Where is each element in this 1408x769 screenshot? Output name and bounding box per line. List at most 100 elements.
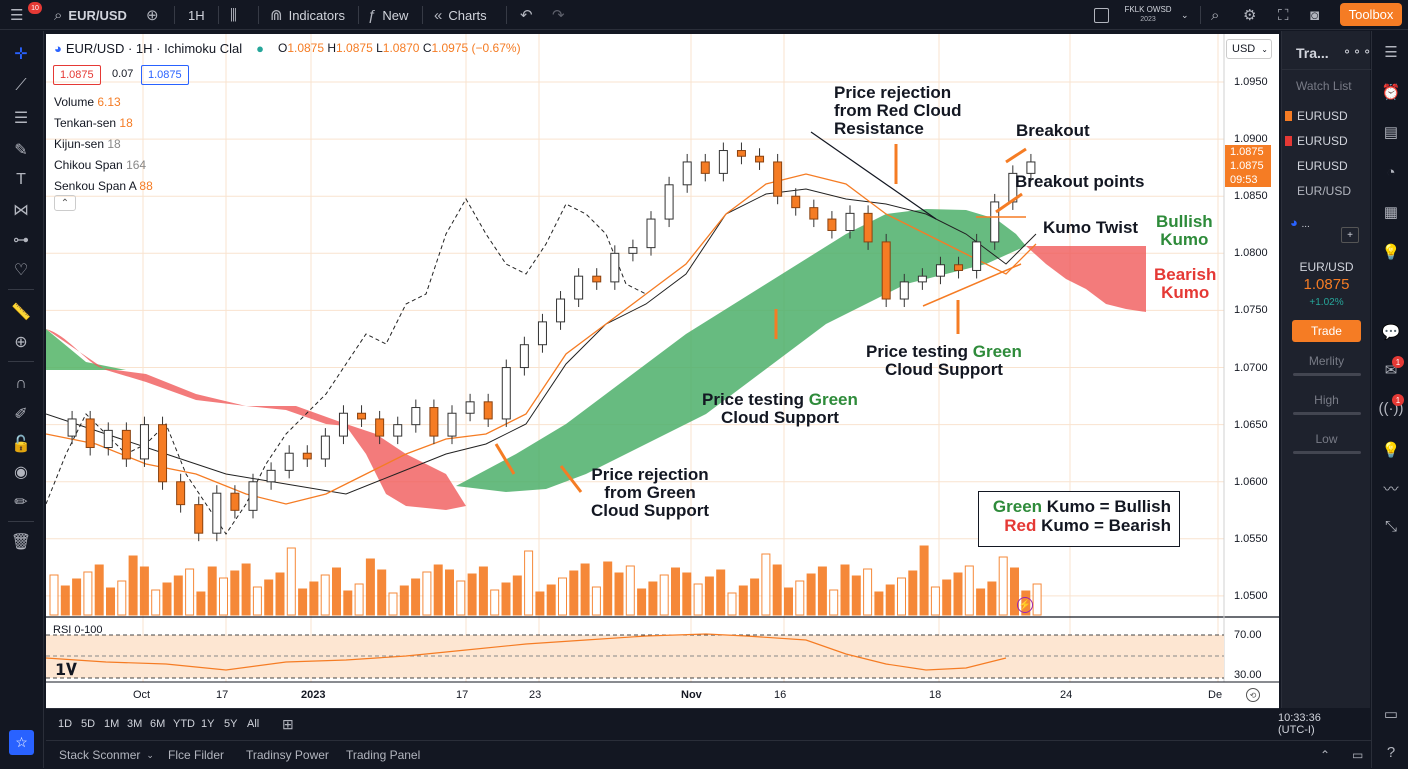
indicator-row[interactable]: Tenkan-sen 18 bbox=[54, 116, 133, 130]
trade-button[interactable]: Trade bbox=[1292, 320, 1361, 342]
zoom-icon[interactable]: ⊕ bbox=[14, 334, 28, 351]
buy-price-box[interactable]: 1.0875 bbox=[141, 65, 189, 85]
range-button-1m[interactable]: 1M bbox=[104, 718, 120, 730]
expand-icon[interactable]: ⤡ bbox=[1384, 517, 1397, 535]
merlity-slider[interactable] bbox=[1293, 373, 1361, 376]
pattern-icon[interactable]: ⋈ bbox=[13, 202, 29, 219]
rsi-label[interactable]: RSI 0-100 bbox=[53, 624, 103, 636]
panel-tab[interactable]: Tradinsy Power bbox=[246, 748, 329, 762]
camera-icon[interactable]: ◙ bbox=[1310, 6, 1320, 24]
more-icon[interactable]: ⚬⚬⚬ bbox=[1342, 45, 1373, 59]
heart-icon[interactable]: ♡ bbox=[13, 262, 29, 279]
briefcase-icon[interactable]: ▭ bbox=[1383, 706, 1399, 723]
pencil-lock-icon[interactable]: ✐ bbox=[14, 406, 28, 423]
sell-price-box[interactable]: 1.0875 bbox=[53, 65, 101, 85]
layout-name[interactable]: FKLK OWSD 2023 bbox=[1120, 5, 1176, 25]
alarm-clock-icon[interactable]: ⏰ bbox=[1381, 84, 1401, 101]
ruler-icon[interactable]: 📏 bbox=[11, 304, 31, 321]
rsi-lower-label: 30.00 bbox=[1234, 669, 1262, 681]
symbol-search[interactable]: ⌕ EUR/USD bbox=[54, 0, 127, 30]
calendar-icon[interactable]: ▦ bbox=[1383, 204, 1399, 221]
range-button-all[interactable]: All bbox=[247, 718, 260, 730]
range-button-ytd[interactable]: YTD bbox=[173, 718, 195, 730]
candle bbox=[628, 247, 638, 254]
low-slider[interactable] bbox=[1293, 451, 1361, 454]
layout-checkbox-icon[interactable] bbox=[1094, 0, 1109, 30]
forecast-icon[interactable]: ⊶ bbox=[13, 232, 29, 249]
news-icon[interactable]: ▤ bbox=[1383, 124, 1399, 141]
reset-scale-icon[interactable]: ⟲ bbox=[1246, 688, 1260, 702]
brush-icon[interactable]: ✎ bbox=[14, 142, 28, 159]
add-symbol-button[interactable]: ⊕ bbox=[146, 0, 159, 30]
lightning-icon[interactable]: ⚡ bbox=[1017, 597, 1033, 613]
range-button-5y[interactable]: 5Y bbox=[224, 718, 238, 730]
maximize-panel-icon[interactable]: ▭ bbox=[1352, 748, 1364, 762]
quick-search-icon[interactable]: ⌕ bbox=[1211, 6, 1220, 24]
charts-button[interactable]: « Charts bbox=[434, 0, 487, 30]
candle bbox=[899, 281, 909, 300]
crosshair-icon[interactable]: ✛ bbox=[14, 46, 28, 63]
watchlist-item[interactable]: EUR/USD bbox=[1297, 184, 1352, 198]
indicator-row[interactable]: Senkou Span A 88 bbox=[54, 179, 153, 193]
clock-readout[interactable]: 10:33:36 (UTC-I) bbox=[1278, 712, 1321, 736]
currency-select[interactable]: USD ⌄ bbox=[1226, 39, 1272, 59]
indicator-row[interactable]: Chikou Span 164 bbox=[54, 158, 147, 172]
chart-type-button[interactable]: ⫼ bbox=[230, 0, 237, 30]
candle bbox=[375, 418, 385, 437]
range-button-3m[interactable]: 3M bbox=[127, 718, 143, 730]
volume-bar bbox=[83, 571, 93, 616]
volume-bar bbox=[942, 579, 952, 616]
price-label: 1.0700 bbox=[1234, 361, 1268, 374]
add-to-list-button[interactable]: + bbox=[1341, 227, 1359, 243]
watchlist-item[interactable]: EURUSD bbox=[1282, 104, 1369, 128]
watchlist-icon[interactable]: ☰ bbox=[1384, 44, 1398, 61]
fib-icon[interactable]: ☰ bbox=[13, 110, 29, 127]
annotation-breakout: Breakout bbox=[1016, 121, 1090, 140]
panel-tab[interactable]: Flce Filder bbox=[168, 748, 225, 762]
volume-bar bbox=[501, 582, 511, 616]
high-slider[interactable] bbox=[1293, 412, 1361, 415]
panel-tab[interactable]: Trading Panel bbox=[346, 748, 421, 762]
star-icon[interactable]: ☆ bbox=[9, 730, 34, 755]
edit-icon[interactable]: ✏ bbox=[14, 494, 28, 511]
collapse-legend-button[interactable]: ⌃ bbox=[54, 195, 76, 211]
toolbox-button[interactable]: Toolbox bbox=[1340, 3, 1402, 26]
interval-button[interactable]: 1H bbox=[188, 0, 205, 30]
undo-button[interactable]: ↶ bbox=[520, 0, 533, 30]
help-icon[interactable]: ? bbox=[1386, 743, 1396, 761]
lightbulb-icon[interactable]: 💡 bbox=[1381, 244, 1401, 261]
chart-pane[interactable]: ◕ EUR/USD · 1H · Ichimoku Clal ● O1.0875… bbox=[46, 34, 1279, 708]
date-range-icon[interactable]: ⊞ bbox=[282, 715, 294, 732]
price-label: 1.0550 bbox=[1234, 532, 1268, 545]
panel-tab[interactable]: Stack Sconmer ⌄ bbox=[59, 748, 154, 762]
eye-icon[interactable]: ◉ bbox=[14, 464, 28, 481]
range-button-1y[interactable]: 1Y bbox=[201, 718, 215, 730]
wave-icon[interactable]: 〰 bbox=[1383, 480, 1399, 498]
trendline-icon[interactable]: ⟋ bbox=[15, 77, 27, 94]
redo-button[interactable]: ↷ bbox=[552, 0, 565, 30]
gear-icon[interactable]: ⚙ bbox=[1243, 7, 1257, 24]
indicators-button[interactable]: ⋒ Indicators bbox=[270, 0, 345, 30]
range-button-6m[interactable]: 6M bbox=[150, 718, 166, 730]
watchlist-item[interactable]: EURUSD bbox=[1297, 159, 1348, 173]
menu-icon[interactable]: ☰ bbox=[10, 7, 24, 24]
chevron-down-icon[interactable]: ⌄ bbox=[1181, 9, 1189, 20]
search-icon: ⌕ bbox=[54, 6, 63, 24]
trash-icon[interactable]: 🗑 bbox=[10, 534, 32, 551]
price-chart[interactable] bbox=[46, 34, 1279, 708]
lock-icon[interactable]: 🔓 bbox=[11, 436, 31, 453]
magnet-icon[interactable]: ∩ bbox=[15, 375, 27, 392]
watchlist-item[interactable]: EURUSD bbox=[1282, 129, 1369, 153]
indicator-row[interactable]: Volume 6.13 bbox=[54, 95, 121, 109]
collapse-panel-icon[interactable]: ⌃ bbox=[1320, 748, 1331, 762]
range-button-1d[interactable]: 1D bbox=[58, 718, 73, 730]
indicator-row[interactable]: Kijun-sen 18 bbox=[54, 137, 121, 151]
range-button-5d[interactable]: 5D bbox=[81, 718, 96, 730]
annotation-testing-mid: Price testing Green Cloud Support bbox=[702, 390, 858, 427]
new-button[interactable]: ƒ New bbox=[368, 0, 408, 30]
chat-icon[interactable]: 💬 bbox=[1381, 324, 1401, 341]
fullscreen-icon[interactable]: ⛶ bbox=[1278, 6, 1289, 24]
pie-icon[interactable]: ◔ bbox=[1386, 163, 1396, 181]
idea-icon[interactable]: 💡 bbox=[1381, 442, 1401, 459]
text-icon[interactable]: T bbox=[16, 171, 26, 188]
